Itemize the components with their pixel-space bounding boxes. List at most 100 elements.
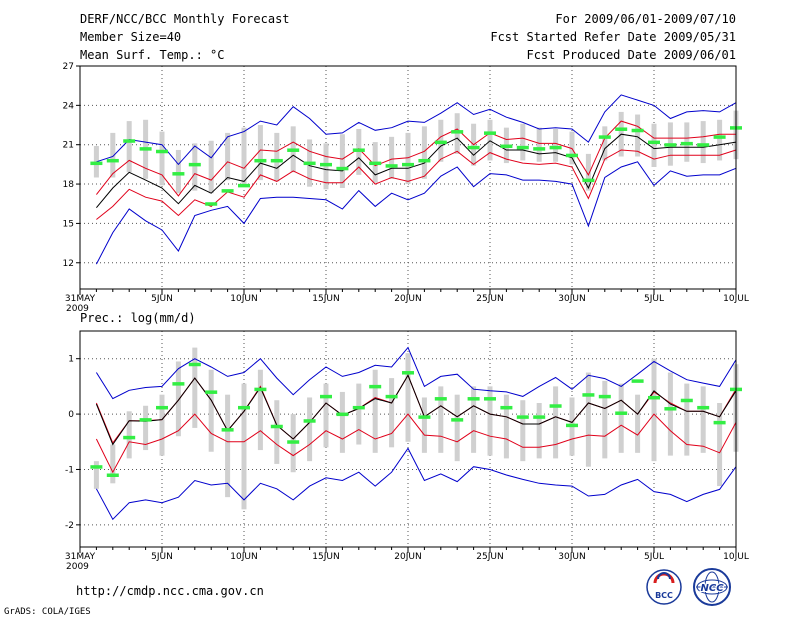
- temp-observed-mark: [713, 135, 726, 139]
- prec-observed-mark: [172, 382, 185, 386]
- prec-observed-mark: [631, 379, 644, 383]
- temp-spread-box: [389, 136, 395, 179]
- forecast-produced-date: Fcst Produced Date 2009/06/01: [526, 48, 736, 62]
- prec-spread-box: [503, 394, 509, 459]
- temp-spread-box: [175, 149, 181, 194]
- temp-spread-box: [700, 121, 706, 164]
- temp-observed-mark: [156, 149, 168, 154]
- prec-spread-box: [684, 383, 690, 456]
- temp-variable-label: Mean Surf. Temp.: °C: [80, 48, 225, 62]
- prec-observed-mark: [254, 387, 267, 392]
- prec-observed-mark: [434, 397, 447, 401]
- prec-observed-mark: [139, 418, 152, 422]
- prec-spread-box: [536, 403, 542, 459]
- prec-spread-box: [667, 372, 673, 456]
- temp-xtick-label: 5JUL: [644, 294, 664, 304]
- temp-spread-box: [274, 132, 280, 182]
- prec-xtick-label: 10JUN: [230, 552, 257, 562]
- temp-p25-line: [96, 149, 737, 220]
- temp-spread-box: [257, 125, 263, 181]
- prec-observed-mark: [287, 440, 300, 444]
- temp-observed-mark: [303, 161, 316, 166]
- temp-spread-box: [225, 132, 231, 181]
- prec-spread-box: [241, 383, 247, 510]
- prec-observed-mark: [648, 395, 660, 400]
- temp-observed-mark: [582, 178, 595, 183]
- prec-observed-mark: [418, 415, 431, 419]
- prec-spread-box: [700, 386, 706, 453]
- temp-xtick-sublabel: 2009: [66, 304, 89, 314]
- prec-spread-box: [454, 394, 460, 462]
- temp-max-line: [95, 161, 737, 265]
- prec-xtick-label: 5JUL: [644, 552, 664, 562]
- temp-spread-box: [520, 123, 526, 161]
- temp-spread-box: [569, 131, 575, 165]
- temp-ytick-label: 15: [63, 219, 74, 229]
- prec-spread-box: [372, 369, 378, 453]
- temp-observed-mark: [516, 145, 529, 150]
- prec-spread-box: [143, 405, 149, 451]
- prec-observed-mark: [549, 404, 562, 408]
- temp-mean-line: [96, 133, 737, 209]
- temp-observed-mark: [451, 130, 464, 134]
- prec-observed-mark: [500, 405, 513, 410]
- prec-observed-mark: [484, 397, 496, 401]
- prec-xtick-sublabel: 2009: [66, 562, 89, 572]
- prec-observed-mark: [713, 420, 726, 425]
- temp-spread-box: [651, 123, 657, 168]
- temp-xtick-label: 31MAY: [65, 294, 96, 304]
- temp-observed-mark: [172, 172, 185, 176]
- prec-spread-box: [323, 383, 329, 448]
- temp-observed-mark: [221, 189, 234, 193]
- grads-credit: GrADS: COLA/IGES: [4, 607, 91, 617]
- temp-spread-box: [192, 143, 198, 191]
- temp-xtick-label: 10JUL: [723, 294, 749, 304]
- prec-xtick-label: 30JUN: [558, 552, 585, 562]
- temp-observed-mark: [648, 140, 660, 145]
- prec-spread-box: [717, 403, 723, 487]
- temp-observed-mark: [205, 202, 218, 206]
- prec-spread-box: [110, 444, 116, 484]
- temp-observed-mark: [188, 162, 201, 167]
- prec-spread-box: [192, 347, 198, 428]
- temp-xtick-label: 5JUN: [151, 294, 173, 304]
- prec-observed-mark: [221, 428, 234, 432]
- temp-ytick-label: 27: [63, 62, 74, 72]
- prec-max-line: [95, 346, 737, 400]
- prec-spread-box: [225, 394, 231, 498]
- precip-variable-label: Prec.: log(mm/d): [80, 311, 196, 325]
- prec-spread-box: [356, 383, 362, 445]
- temp-observed-mark: [139, 147, 152, 151]
- temp-spread-box: [553, 128, 559, 162]
- prec-xtick-label: 15JUN: [312, 552, 339, 562]
- prec-ytick-label: 0: [68, 410, 74, 420]
- prec-spread-box: [487, 386, 493, 456]
- temp-xtick-label: 25JUN: [476, 294, 503, 304]
- temp-spread-box: [110, 132, 116, 178]
- temp-spread-box: [241, 127, 247, 187]
- prec-spread-box: [651, 358, 657, 462]
- temp-observed-mark: [664, 143, 677, 147]
- prec-xtick-label: 20JUN: [394, 552, 421, 562]
- temp-min-line: [96, 94, 737, 166]
- temp-observed-mark: [615, 127, 628, 131]
- temp-observed-mark: [697, 143, 710, 147]
- prec-observed-mark: [303, 419, 316, 423]
- member-size: Member Size=40: [80, 30, 182, 44]
- prec-observed-mark: [106, 473, 119, 477]
- temp-observed-mark: [500, 144, 513, 149]
- temp-spread-box: [208, 140, 214, 194]
- temp-ytick-label: 12: [63, 259, 74, 269]
- prec-spread-box: [520, 400, 526, 462]
- temp-spread-box: [585, 153, 591, 191]
- chart-title: DERF/NCC/BCC Monthly Forecast: [80, 12, 290, 26]
- temp-observed-mark: [533, 147, 546, 151]
- prec-spread-box: [126, 411, 132, 459]
- prec-spread-box: [208, 369, 214, 452]
- temp-observed-mark: [369, 161, 382, 166]
- site-url[interactable]: http://cmdp.ncc.cma.gov.cn: [76, 584, 264, 598]
- temp-observed-mark: [566, 153, 578, 158]
- prec-spread-box: [602, 380, 608, 459]
- ncc-logo-text: NCC: [700, 583, 724, 594]
